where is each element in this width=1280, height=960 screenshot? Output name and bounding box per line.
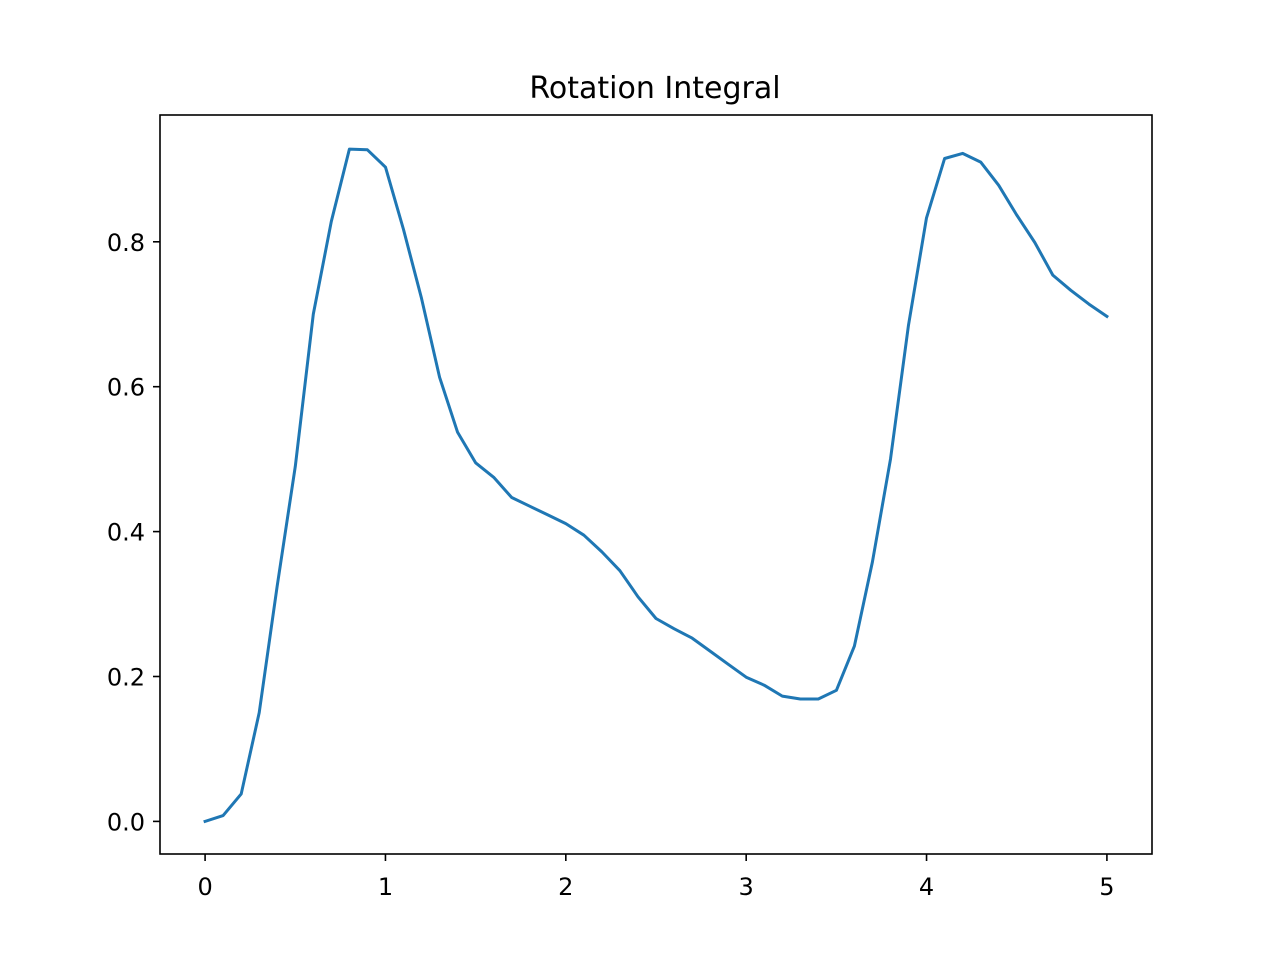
y-tick-label: 0.6 xyxy=(107,374,145,402)
y-tick-label: 0.8 xyxy=(107,229,145,257)
x-tick-label: 3 xyxy=(739,873,754,901)
x-tick-label: 2 xyxy=(558,873,573,901)
series-line-0 xyxy=(203,147,1109,824)
x-tick-label: 5 xyxy=(1099,873,1114,901)
x-tick-label: 0 xyxy=(197,873,212,901)
y-tick-label: 0.4 xyxy=(107,519,145,547)
y-tick-label: 0.0 xyxy=(107,808,145,836)
series-layer xyxy=(203,147,1109,824)
x-tick-label: 1 xyxy=(378,873,393,901)
y-axis-ticks: 0.0 0.2 0.4 0.6 0.8 xyxy=(107,229,160,836)
plot-area-frame xyxy=(159,114,1153,855)
x-tick-label: 4 xyxy=(919,873,934,901)
x-axis-ticks: 0 1 2 3 4 5 xyxy=(197,854,1115,901)
chart-title: Rotation Integral xyxy=(529,71,780,106)
y-tick-label: 0.2 xyxy=(107,663,145,691)
